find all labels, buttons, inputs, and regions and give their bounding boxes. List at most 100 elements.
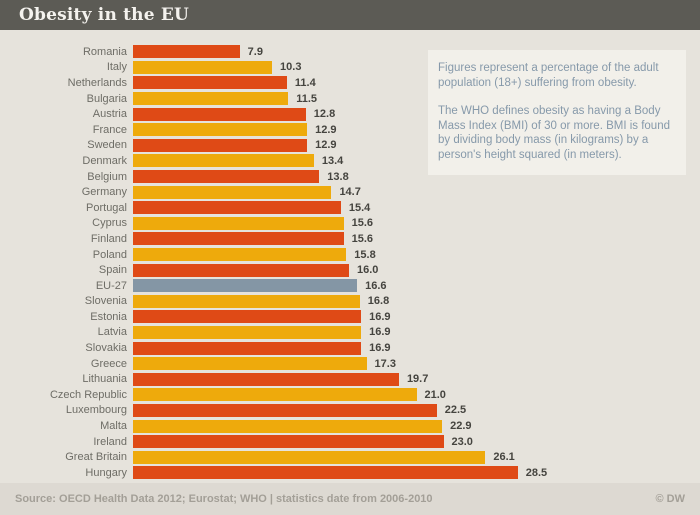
page-title: Obesity in the EU xyxy=(19,5,190,25)
chart-row: Cyprus 15.6 xyxy=(0,216,547,232)
country-label: Austria xyxy=(92,108,127,121)
chart-row: Portugal 15.4 xyxy=(0,200,547,216)
value-bar xyxy=(133,325,362,339)
country-label: Sweden xyxy=(87,139,127,152)
chart-row: Slovenia 16.8 xyxy=(0,294,547,310)
value-bar xyxy=(133,45,240,59)
country-label: Romania xyxy=(82,45,127,58)
value-bar xyxy=(133,248,347,262)
value-bar xyxy=(133,357,367,371)
source-text: Source: OECD Health Data 2012; Eurostat;… xyxy=(15,493,433,505)
country-label: Czech Republic xyxy=(49,388,127,401)
value-label: 26.1 xyxy=(493,451,515,464)
value-label: 16.0 xyxy=(357,264,379,277)
value-bar xyxy=(133,60,273,74)
value-label: 12.9 xyxy=(315,139,337,152)
value-label: 14.7 xyxy=(339,186,361,199)
chart-row: Latvia 16.9 xyxy=(0,325,547,341)
value-label: 15.6 xyxy=(351,217,374,230)
bar-chart: Romania 7.9 Italy 10.3 Netherlands 11.4 Bulgar… xyxy=(0,44,547,481)
chart-row: Greece 17.3 xyxy=(0,356,547,372)
title-bar: Obesity in the EU xyxy=(0,0,700,30)
value-label: 16.9 xyxy=(369,342,391,355)
value-label: 13.8 xyxy=(327,170,349,183)
chart-row: Ireland 23.0 xyxy=(0,434,547,450)
chart-row: Malta 22.9 xyxy=(0,418,547,434)
value-label: 12.9 xyxy=(315,123,337,136)
chart-row: Estonia 16.9 xyxy=(0,309,547,325)
country-label: Portugal xyxy=(86,201,127,214)
chart-row: Bulgaria 11.5 xyxy=(0,91,547,107)
country-label: Slovakia xyxy=(85,342,127,355)
country-label: Malta xyxy=(100,420,127,433)
value-label: 11.4 xyxy=(294,76,316,89)
value-label: 22.9 xyxy=(450,420,472,433)
chart-row: Denmark 13.4 xyxy=(0,153,547,169)
country-label: Finland xyxy=(90,232,127,245)
info-box: Figures represent a percentage of the ad… xyxy=(428,50,686,175)
value-bar xyxy=(133,279,358,293)
country-label: Netherlands xyxy=(67,76,127,89)
value-bar xyxy=(133,310,362,324)
country-label: Denmark xyxy=(82,154,127,167)
value-bar xyxy=(133,138,308,152)
country-label: Greece xyxy=(90,357,127,370)
country-label: Estonia xyxy=(90,310,127,323)
chart-row: Slovakia 16.9 xyxy=(0,340,547,356)
chart-row: Netherlands 11.4 xyxy=(0,75,547,91)
value-label: 7.9 xyxy=(247,45,263,58)
country-label: Spain xyxy=(98,264,127,277)
footer: Source: OECD Health Data 2012; Eurostat;… xyxy=(0,483,700,515)
value-label: 15.8 xyxy=(354,248,376,261)
country-label: Bulgaria xyxy=(86,92,127,105)
country-label: Latvia xyxy=(97,326,127,339)
country-label: Germany xyxy=(81,186,127,199)
value-label: 11.5 xyxy=(296,92,318,105)
country-label: Luxembourg xyxy=(65,404,127,417)
country-label: Ireland xyxy=(93,435,127,448)
value-bar xyxy=(133,372,399,386)
value-bar xyxy=(133,107,306,121)
country-label: France xyxy=(92,123,127,136)
value-bar xyxy=(133,466,518,480)
country-label: Great Britain xyxy=(65,451,127,464)
value-label: 16.9 xyxy=(369,310,391,323)
value-bar xyxy=(133,388,417,402)
country-label: EU-27 xyxy=(95,279,127,292)
value-label: 21.0 xyxy=(424,388,446,401)
value-bar xyxy=(133,403,437,417)
chart-row: Italy 10.3 xyxy=(0,60,547,76)
value-bar xyxy=(133,76,287,90)
value-bar xyxy=(133,419,443,433)
value-bar xyxy=(133,435,444,449)
chart-row: Poland 15.8 xyxy=(0,247,547,263)
country-label: Poland xyxy=(92,248,127,261)
value-bar xyxy=(133,216,344,230)
value-bar xyxy=(133,341,362,355)
value-bar xyxy=(133,185,332,199)
info-paragraph-definition: Figures represent a percentage of the ad… xyxy=(438,62,659,89)
value-bar xyxy=(133,92,289,106)
value-label: 17.3 xyxy=(374,357,396,370)
value-label: 12.8 xyxy=(313,108,336,121)
value-label: 13.4 xyxy=(321,154,344,167)
chart-row: Czech Republic 21.0 xyxy=(0,387,547,403)
value-label: 15.4 xyxy=(348,201,371,214)
value-bar xyxy=(133,294,360,308)
chart-row: Hungary 28.5 xyxy=(0,465,547,481)
value-bar xyxy=(133,232,344,246)
value-label: 16.9 xyxy=(369,326,391,339)
chart-row: Finland 15.6 xyxy=(0,231,547,247)
country-label: Slovenia xyxy=(84,295,127,308)
value-bar xyxy=(133,201,341,215)
value-bar xyxy=(133,170,320,184)
chart-row: Spain 16.0 xyxy=(0,262,547,278)
chart-row: Great Britain 26.1 xyxy=(0,449,547,465)
chart-row: Romania 7.9 xyxy=(0,44,547,60)
value-label: 23.0 xyxy=(451,435,473,448)
country-label: Belgium xyxy=(87,170,127,183)
chart-row: France 12.9 xyxy=(0,122,547,138)
value-bar xyxy=(133,450,486,464)
value-label: 22.5 xyxy=(444,404,467,417)
value-label: 19.7 xyxy=(406,373,429,386)
